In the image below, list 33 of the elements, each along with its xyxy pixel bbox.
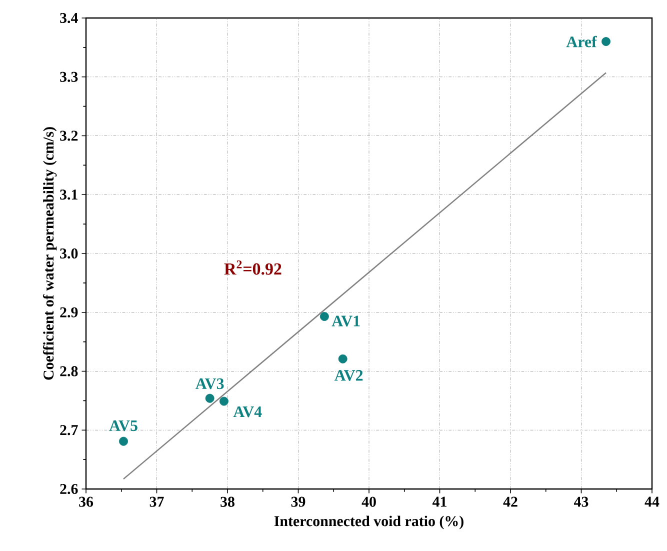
annotation: AV2 (334, 370, 363, 381)
point (119, 436, 128, 446)
y-tick-label: 2.7 (60, 425, 78, 436)
annotation: AV4 (233, 406, 262, 418)
annotation: AV3 (196, 378, 224, 390)
x-tick-label: 44 (644, 496, 660, 507)
y-tick-label: 3.1 (60, 190, 78, 200)
y-tick-label: 3.0 (60, 248, 78, 259)
x-tick-label: 39 (291, 496, 306, 507)
x-tick-label: 42 (503, 496, 518, 507)
y-tick-label: 3.2 (60, 130, 78, 141)
point (205, 394, 214, 403)
x-axis-title: Interconnected void ratio (%) (274, 516, 464, 530)
x-tick-label: 37 (150, 496, 164, 507)
point (338, 354, 348, 364)
y-tick-label: 3.4 (60, 12, 78, 24)
annotation: AV1 (332, 316, 360, 326)
point (320, 312, 329, 321)
annotation: Aref (566, 36, 598, 48)
x-tick-label: 40 (362, 496, 376, 507)
y-axis-title: Coefficient of water permeability (cm/s) (42, 127, 57, 380)
y-tick-label: 2.9 (60, 307, 78, 318)
x-tick-label: 41 (432, 496, 446, 507)
point (602, 37, 610, 46)
x-tick-label: 43 (574, 496, 588, 507)
y-tick-label: 3.3 (60, 72, 78, 82)
point (219, 396, 228, 406)
y-tick-label: 2.6 (60, 484, 78, 494)
x-tick-label: 36 (79, 496, 94, 507)
annotation: R$^{2}$=0.92 (224, 260, 282, 275)
annotation: AV5 (109, 420, 138, 432)
x-tick-label: 38 (220, 496, 234, 507)
y-tick-label: 2.8 (60, 366, 78, 376)
